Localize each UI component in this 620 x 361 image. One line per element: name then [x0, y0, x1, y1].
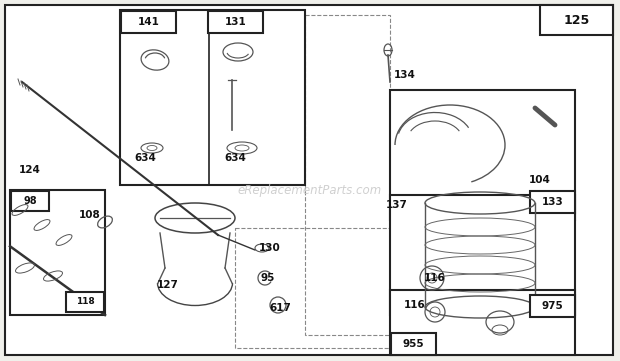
Text: eReplacementParts.com: eReplacementParts.com — [238, 184, 382, 197]
Bar — [391, 333, 436, 355]
Text: 124: 124 — [19, 165, 41, 175]
Bar — [390, 90, 575, 220]
Text: 133: 133 — [542, 197, 564, 207]
Bar — [530, 295, 575, 317]
Text: 116: 116 — [404, 300, 426, 310]
Text: 131: 131 — [224, 17, 246, 27]
Text: 130: 130 — [259, 243, 281, 253]
Text: 141: 141 — [138, 17, 159, 27]
Bar — [208, 11, 263, 33]
Text: 134: 134 — [394, 70, 416, 80]
Bar — [305, 15, 390, 335]
Bar — [235, 228, 390, 348]
Text: 125: 125 — [564, 13, 590, 26]
Bar — [390, 290, 575, 355]
Text: 617: 617 — [269, 303, 291, 313]
Bar — [121, 11, 176, 33]
Text: 118: 118 — [76, 297, 94, 306]
Bar — [10, 190, 105, 315]
Bar — [540, 5, 613, 35]
Text: 116: 116 — [424, 273, 446, 283]
Bar — [11, 191, 49, 211]
Bar — [390, 195, 575, 315]
Text: 137: 137 — [386, 200, 408, 210]
Text: 634: 634 — [134, 153, 156, 163]
Text: 95: 95 — [261, 273, 275, 283]
Text: 127: 127 — [157, 280, 179, 290]
Bar — [120, 10, 305, 185]
Text: 955: 955 — [402, 339, 424, 349]
Bar — [530, 191, 575, 213]
Text: 975: 975 — [542, 301, 564, 311]
Text: 108: 108 — [79, 210, 101, 220]
Text: 104: 104 — [529, 175, 551, 185]
Text: 634: 634 — [224, 153, 246, 163]
Bar — [66, 292, 104, 312]
Text: 98: 98 — [23, 196, 37, 206]
